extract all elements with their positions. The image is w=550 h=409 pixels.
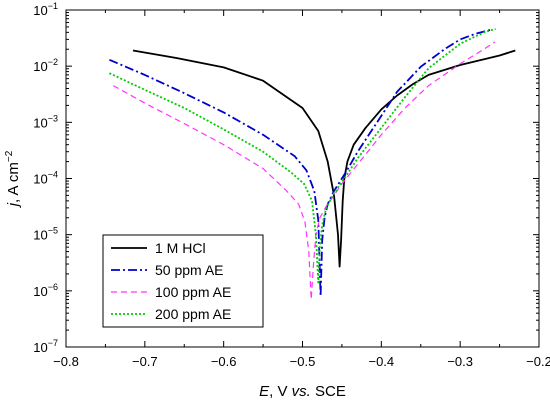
- series-line-4: [109, 28, 496, 284]
- x-tick-label: −0.8: [53, 354, 79, 369]
- series-layer: [109, 28, 516, 301]
- legend-label-1: 1 M HCl: [155, 240, 206, 256]
- legend: 1 M HCl 50 ppm AE 100 ppm AE 200 ppm AE: [102, 234, 264, 328]
- x-tick-label: −0.4: [368, 354, 394, 369]
- y-tick-label: 10−6: [33, 282, 58, 299]
- series-line-2: [109, 29, 491, 298]
- x-tick-label: −0.5: [290, 354, 316, 369]
- y-tick-label: 10−7: [33, 338, 58, 355]
- legend-label-2: 50 ppm AE: [155, 262, 224, 278]
- x-tick-label: −0.3: [447, 354, 473, 369]
- x-axis-label: E, V vs. SCE: [259, 383, 346, 400]
- y-tick-label: 10−3: [33, 113, 58, 130]
- x-tick-label: −0.2: [526, 354, 550, 369]
- series-line-1: [132, 49, 516, 268]
- y-tick-label: 10−1: [33, 1, 58, 18]
- axes-layer: −0.8 −0.7 −0.6 −0.5 −0.4 −0.3 −0.2 10−7 10−6 10−5…: [4, 1, 550, 400]
- x-tick-label: −0.7: [132, 354, 158, 369]
- legend-box: [102, 234, 264, 328]
- legend-label-3: 100 ppm AE: [155, 284, 231, 300]
- legend-label-4: 200 ppm AE: [155, 306, 231, 322]
- y-tick-label: 10−4: [33, 170, 58, 187]
- y-tick-label: 10−2: [33, 57, 58, 74]
- y-tick-label: 10−5: [33, 226, 58, 243]
- x-tick-label: −0.6: [211, 354, 237, 369]
- y-axis-label: j, A cm−2: [4, 150, 22, 208]
